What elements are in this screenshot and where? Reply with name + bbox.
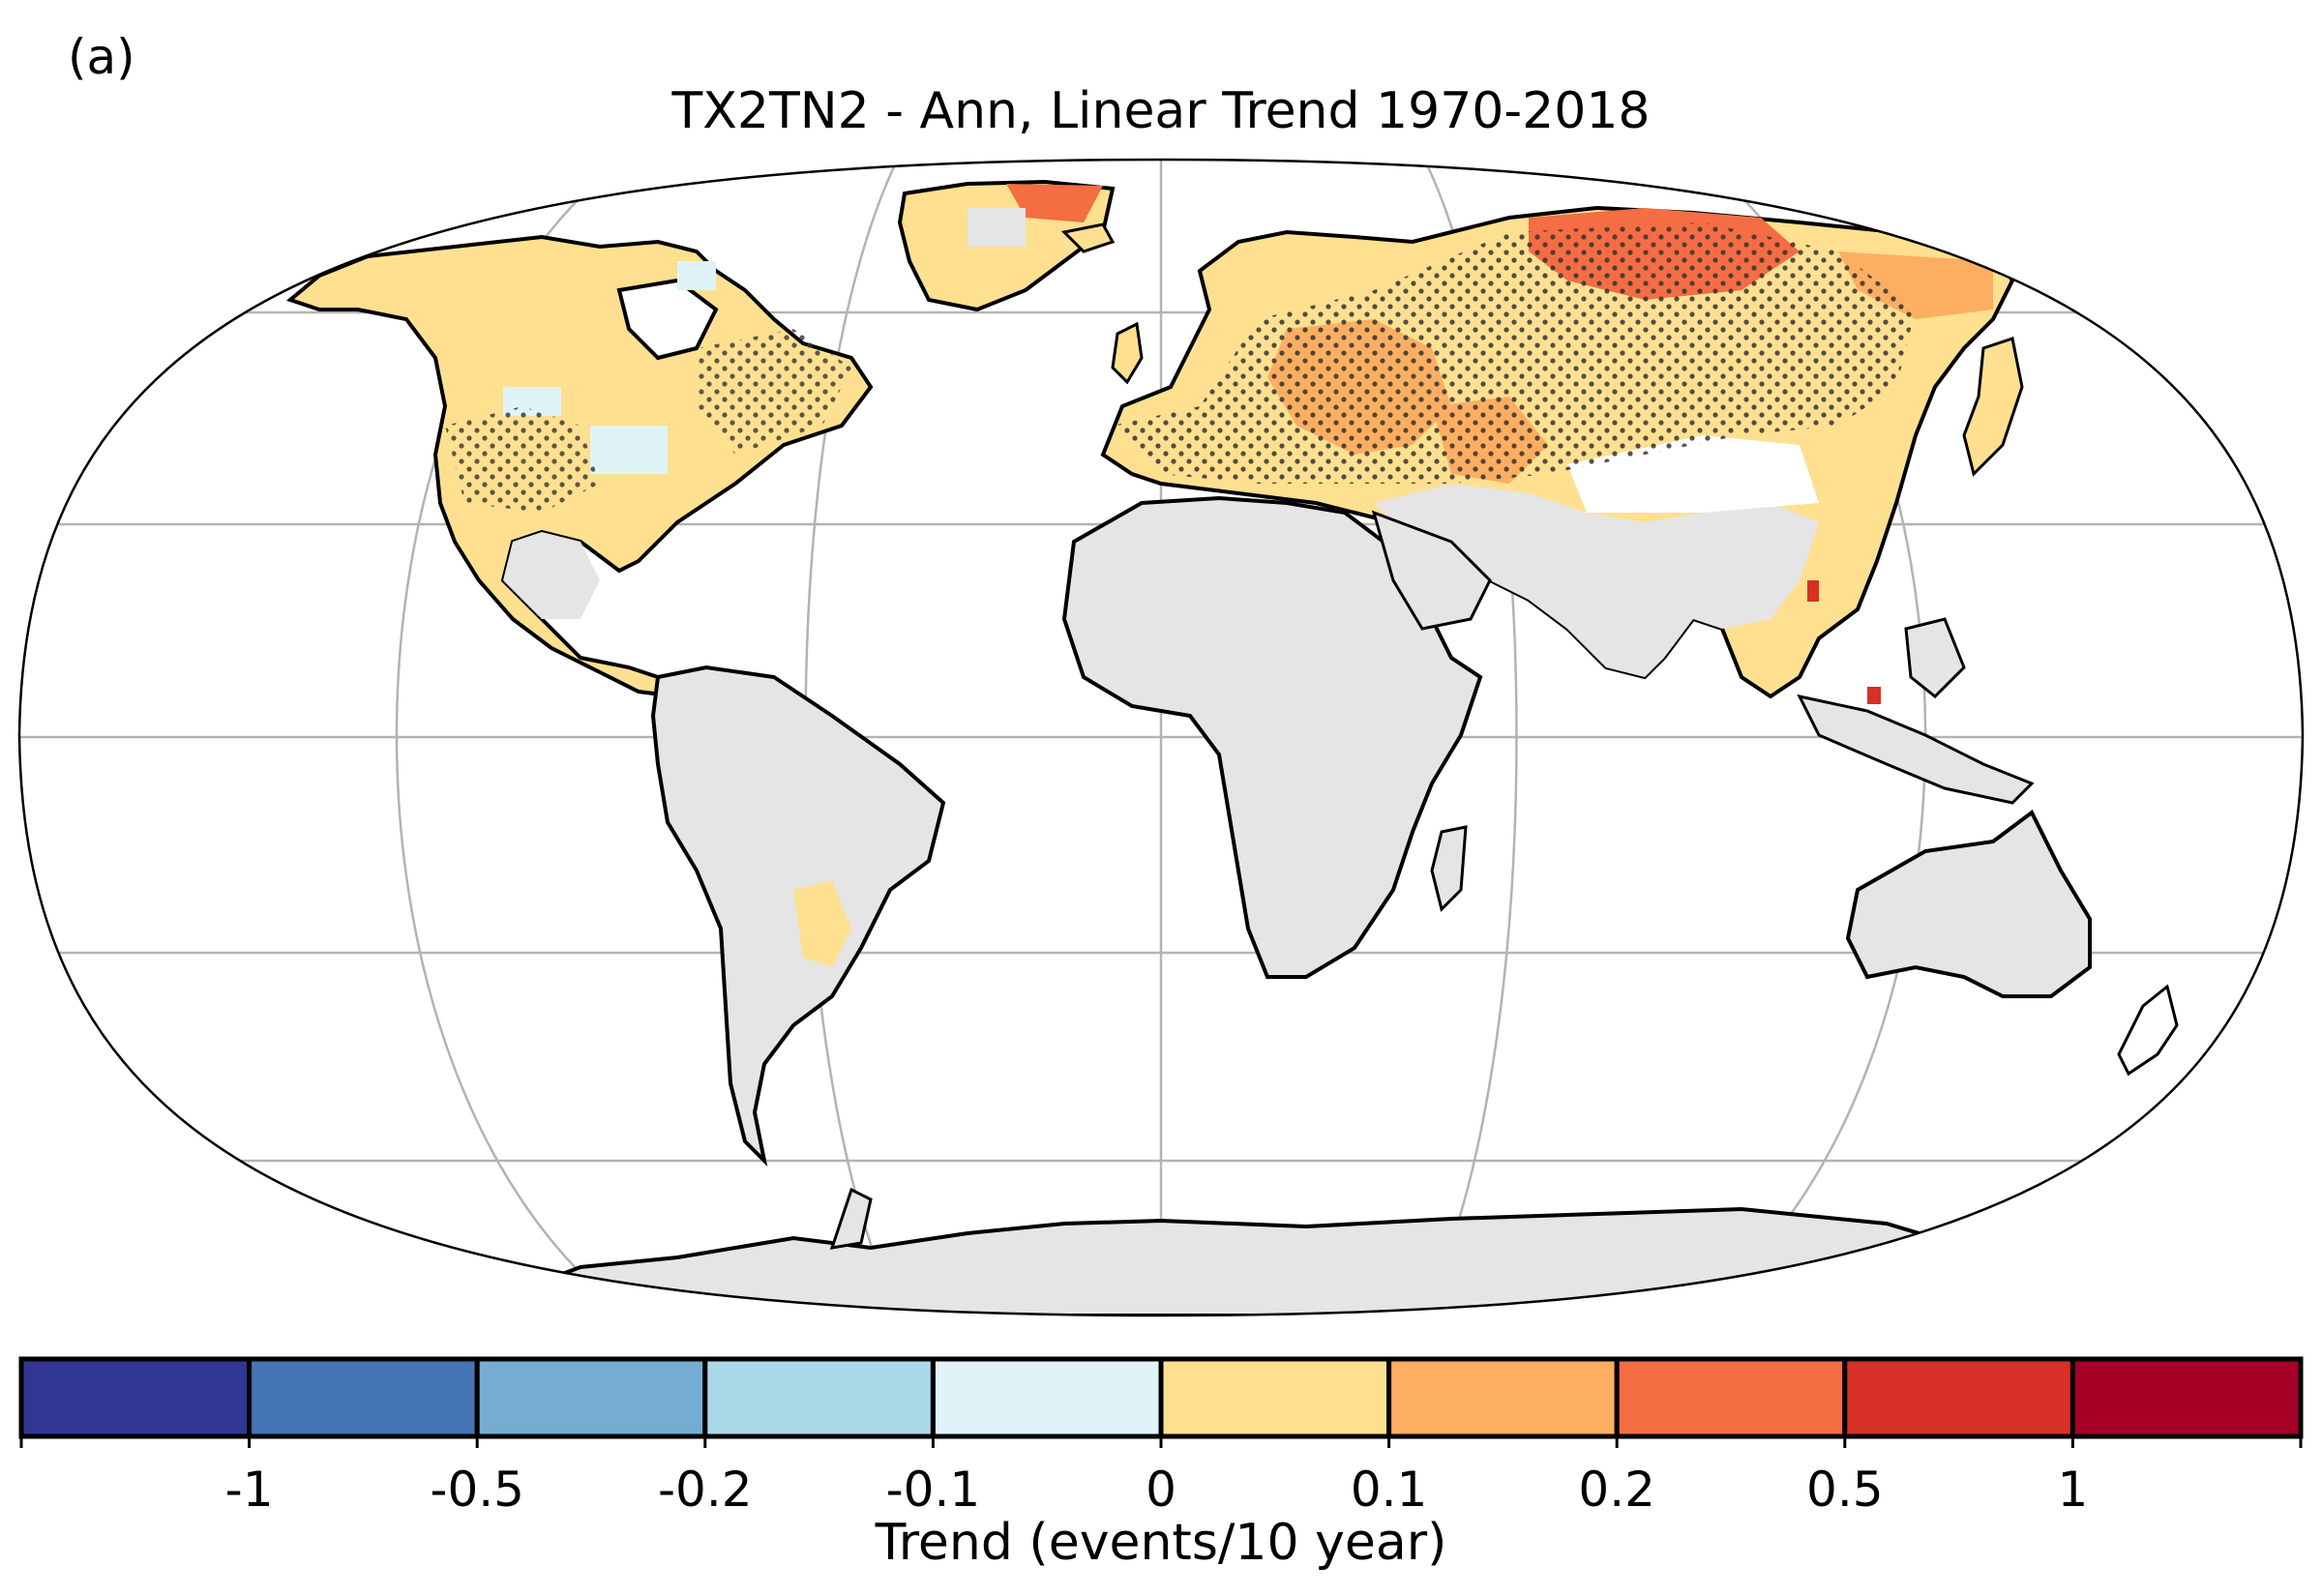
- colorbar-segment: [2069, 1356, 2304, 1439]
- cell-negative-trend: [590, 426, 668, 474]
- colorbar-segment: [1614, 1356, 1848, 1439]
- globe-outline: [17, 158, 2305, 1317]
- colorbar-tick-label: -0.5: [430, 1462, 524, 1518]
- colorbar-segment: [702, 1356, 936, 1439]
- colorbar-tick-label: 0: [1146, 1462, 1176, 1518]
- colorbar-segment: [930, 1356, 1164, 1439]
- iceland: [1060, 222, 1116, 253]
- cell-negative-trend: [677, 261, 716, 290]
- british-isles: [1111, 321, 1144, 385]
- map-title: TX2TN2 - Ann, Linear Trend 1970-2018: [671, 82, 1651, 140]
- north-america-no-data-mexico: [503, 532, 600, 619]
- colorbar-tick-label: -0.1: [886, 1462, 981, 1518]
- colorbar-tick-label: -1: [225, 1462, 274, 1518]
- southeast-asia-islands: [1797, 694, 2035, 805]
- colorbar-segment: [1158, 1356, 1392, 1439]
- colorbar-label: Trend (events/10 year): [875, 1514, 1447, 1572]
- colorbar-tick-label: 0.1: [1351, 1462, 1428, 1518]
- colorbar-tick-label: -0.2: [658, 1462, 753, 1518]
- colorbar-tick-label: 1: [2057, 1462, 2088, 1518]
- africa: [1061, 495, 1483, 979]
- colorbar-segment: [18, 1356, 253, 1439]
- new-zealand: [2117, 984, 2179, 1077]
- colorbar-segment: [1386, 1356, 1620, 1439]
- panel-label: (a): [68, 29, 135, 85]
- madagascar: [1430, 825, 1468, 912]
- arabia: [1371, 510, 1492, 631]
- colorbar-segment: [474, 1356, 708, 1439]
- colorbar-segment: [247, 1356, 480, 1439]
- world-map: [17, 158, 2305, 1317]
- colorbar-tick-label: 0.2: [1578, 1462, 1655, 1518]
- japan: [1962, 337, 2024, 477]
- australia: [1845, 809, 2092, 998]
- colorbar-segment: [1842, 1356, 2075, 1439]
- colorbar-tick-label: 0.5: [1806, 1462, 1884, 1518]
